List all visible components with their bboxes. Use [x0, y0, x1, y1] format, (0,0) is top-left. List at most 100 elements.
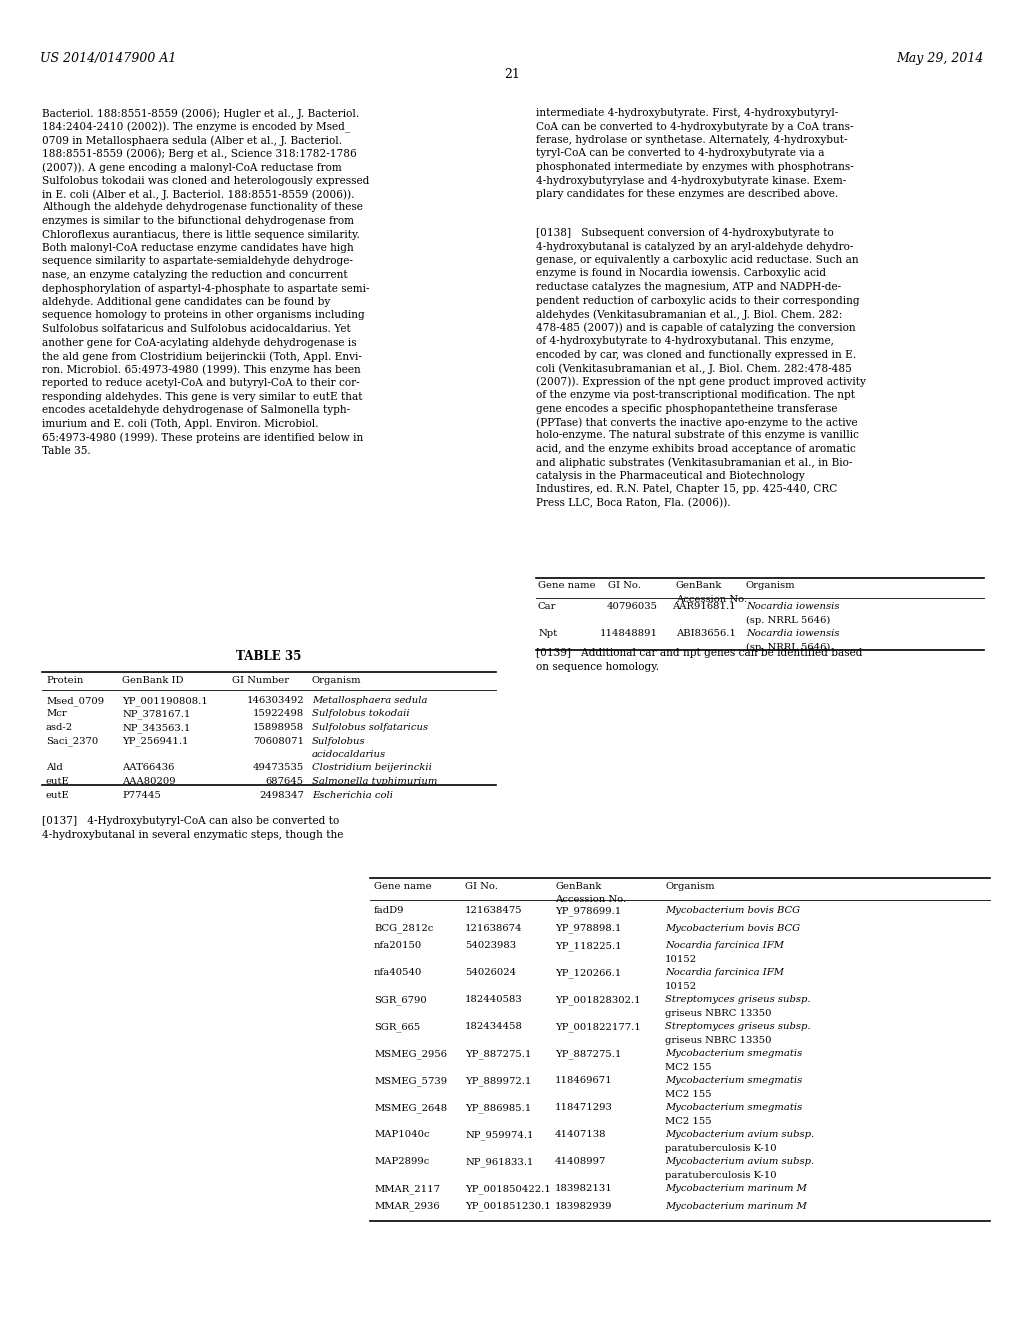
- Text: Mycobacterium marinum M: Mycobacterium marinum M: [665, 1201, 807, 1210]
- Text: 182434458: 182434458: [465, 1022, 523, 1031]
- Text: 114848891: 114848891: [600, 630, 658, 638]
- Text: [0139]   Additional car and npt genes can be identified based: [0139] Additional car and npt genes can …: [536, 648, 862, 657]
- Text: MSMEG_2648: MSMEG_2648: [374, 1104, 447, 1113]
- Text: 65:4973-4980 (1999). These proteins are identified below in: 65:4973-4980 (1999). These proteins are …: [42, 432, 364, 442]
- Text: MSMEG_5739: MSMEG_5739: [374, 1076, 447, 1086]
- Text: Table 35.: Table 35.: [42, 446, 91, 455]
- Text: Mycobacterium avium subsp.: Mycobacterium avium subsp.: [665, 1130, 814, 1139]
- Text: Streptomyces griseus subsp.: Streptomyces griseus subsp.: [665, 995, 811, 1005]
- Text: 4-hydroxybutanal in several enzymatic steps, though the: 4-hydroxybutanal in several enzymatic st…: [42, 829, 343, 840]
- Text: in E. coli (Alber et al., J. Bacteriol. 188:8551-8559 (2006)).: in E. coli (Alber et al., J. Bacteriol. …: [42, 189, 354, 199]
- Text: YP_001851230.1: YP_001851230.1: [465, 1201, 551, 1212]
- Text: MSMEG_2956: MSMEG_2956: [374, 1049, 447, 1059]
- Text: 183982939: 183982939: [555, 1201, 612, 1210]
- Text: enzyme is found in Nocardia iowensis. Carboxylic acid: enzyme is found in Nocardia iowensis. Ca…: [536, 268, 826, 279]
- Text: YP_120266.1: YP_120266.1: [555, 968, 622, 978]
- Text: eutE: eutE: [46, 777, 70, 785]
- Text: MAP1040c: MAP1040c: [374, 1130, 430, 1139]
- Text: AAA80209: AAA80209: [122, 777, 176, 785]
- Text: 478-485 (2007)) and is capable of catalyzing the conversion: 478-485 (2007)) and is capable of cataly…: [536, 322, 856, 333]
- Text: acidocaldarius: acidocaldarius: [312, 750, 386, 759]
- Text: YP_978699.1: YP_978699.1: [555, 906, 622, 916]
- Text: GenBank: GenBank: [676, 581, 722, 590]
- Text: Escherichia coli: Escherichia coli: [312, 791, 393, 800]
- Text: Salmonella typhimurium: Salmonella typhimurium: [312, 777, 437, 785]
- Text: MMAR_2117: MMAR_2117: [374, 1184, 440, 1193]
- Text: NP_378167.1: NP_378167.1: [122, 710, 190, 719]
- Text: nfa40540: nfa40540: [374, 968, 422, 977]
- Text: Press LLC, Boca Raton, Fla. (2006)).: Press LLC, Boca Raton, Fla. (2006)).: [536, 498, 731, 508]
- Text: Nocardia iowensis: Nocardia iowensis: [746, 630, 840, 638]
- Text: Msed_0709: Msed_0709: [46, 696, 104, 706]
- Text: sequence similarity to aspartate-semialdehyde dehydroge-: sequence similarity to aspartate-semiald…: [42, 256, 353, 267]
- Text: Nocardia iowensis: Nocardia iowensis: [746, 602, 840, 611]
- Text: 4-hydroxybutanal is catalyzed by an aryl-aldehyde dehydro-: 4-hydroxybutanal is catalyzed by an aryl…: [536, 242, 853, 252]
- Text: GenBank: GenBank: [555, 882, 601, 891]
- Text: YP_886985.1: YP_886985.1: [465, 1104, 531, 1113]
- Text: fadD9: fadD9: [374, 906, 404, 915]
- Text: YP_889972.1: YP_889972.1: [465, 1076, 531, 1086]
- Text: intermediate 4-hydroxybutyrate. First, 4-hydroxybutyryl-: intermediate 4-hydroxybutyrate. First, 4…: [536, 108, 839, 117]
- Text: aldehyde. Additional gene candidates can be found by: aldehyde. Additional gene candidates can…: [42, 297, 331, 308]
- Text: sequence homology to proteins in other organisms including: sequence homology to proteins in other o…: [42, 310, 365, 321]
- Text: Sulfolobus solfataricus and Sulfolobus acidocaldarius. Yet: Sulfolobus solfataricus and Sulfolobus a…: [42, 323, 351, 334]
- Text: tyryl-CoA can be converted to 4-hydroxybutyrate via a: tyryl-CoA can be converted to 4-hydroxyb…: [536, 149, 824, 158]
- Text: MAP2899c: MAP2899c: [374, 1158, 429, 1166]
- Text: Although the aldehyde dehydrogenase functionality of these: Although the aldehyde dehydrogenase func…: [42, 202, 362, 213]
- Text: encoded by car, was cloned and functionally expressed in E.: encoded by car, was cloned and functiona…: [536, 350, 856, 359]
- Text: ABI83656.1: ABI83656.1: [676, 630, 736, 638]
- Text: Both malonyl-CoA reductase enzyme candidates have high: Both malonyl-CoA reductase enzyme candid…: [42, 243, 353, 253]
- Text: catalysis in the Pharmaceutical and Biotechnology: catalysis in the Pharmaceutical and Biot…: [536, 471, 805, 480]
- Text: plary candidates for these enzymes are described above.: plary candidates for these enzymes are d…: [536, 189, 839, 199]
- Text: 70608071: 70608071: [253, 737, 304, 746]
- Text: griseus NBRC 13350: griseus NBRC 13350: [665, 1036, 771, 1044]
- Text: of the enzyme via post-transcriptional modification. The npt: of the enzyme via post-transcriptional m…: [536, 389, 855, 400]
- Text: Mycobacterium bovis BCG: Mycobacterium bovis BCG: [665, 924, 800, 932]
- Text: AAR91681.1: AAR91681.1: [673, 602, 736, 611]
- Text: 121638674: 121638674: [465, 924, 522, 932]
- Text: 0709 in Metallosphaera sedula (Alber et al., J. Bacteriol.: 0709 in Metallosphaera sedula (Alber et …: [42, 135, 342, 145]
- Text: and aliphatic substrates (Venkitasubramanian et al., in Bio-: and aliphatic substrates (Venkitasubrama…: [536, 458, 852, 469]
- Text: MC2 155: MC2 155: [665, 1089, 712, 1098]
- Text: Organism: Organism: [665, 882, 715, 891]
- Text: 121638475: 121638475: [465, 906, 522, 915]
- Text: Mycobacterium smegmatis: Mycobacterium smegmatis: [665, 1049, 802, 1059]
- Text: gene encodes a specific phosphopantetheine transferase: gene encodes a specific phosphopantethei…: [536, 404, 838, 413]
- Text: Accession No.: Accession No.: [676, 594, 748, 603]
- Text: SGR_665: SGR_665: [374, 1022, 420, 1032]
- Text: [0137]   4-Hydroxybutyryl-CoA can also be converted to: [0137] 4-Hydroxybutyryl-CoA can also be …: [42, 816, 339, 826]
- Text: ferase, hydrolase or synthetase. Alternately, 4-hydroxybut-: ferase, hydrolase or synthetase. Alterna…: [536, 135, 848, 145]
- Text: Chloroflexus aurantiacus, there is little sequence similarity.: Chloroflexus aurantiacus, there is littl…: [42, 230, 359, 239]
- Text: Saci_2370: Saci_2370: [46, 737, 98, 746]
- Text: Ald: Ald: [46, 763, 62, 772]
- Text: 184:2404-2410 (2002)). The enzyme is encoded by Msed_: 184:2404-2410 (2002)). The enzyme is enc…: [42, 121, 350, 133]
- Text: Streptomyces griseus subsp.: Streptomyces griseus subsp.: [665, 1022, 811, 1031]
- Text: YP_978898.1: YP_978898.1: [555, 924, 622, 933]
- Text: 687645: 687645: [266, 777, 304, 785]
- Text: YP_256941.1: YP_256941.1: [122, 737, 188, 746]
- Text: 10152: 10152: [665, 954, 697, 964]
- Text: enzymes is similar to the bifunctional dehydrogenase from: enzymes is similar to the bifunctional d…: [42, 216, 354, 226]
- Text: aldehydes (Venkitasubramanian et al., J. Biol. Chem. 282:: aldehydes (Venkitasubramanian et al., J.…: [536, 309, 843, 319]
- Text: of 4-hydroxybutyrate to 4-hydroxybutanal. This enzyme,: of 4-hydroxybutyrate to 4-hydroxybutanal…: [536, 337, 834, 346]
- Text: (sp. NRRL 5646): (sp. NRRL 5646): [746, 643, 830, 652]
- Text: Npt: Npt: [538, 630, 557, 638]
- Text: 41407138: 41407138: [555, 1130, 606, 1139]
- Text: 188:8551-8559 (2006); Berg et al., Science 318:1782-1786: 188:8551-8559 (2006); Berg et al., Scien…: [42, 149, 356, 160]
- Text: ron. Microbiol. 65:4973-4980 (1999). This enzyme has been: ron. Microbiol. 65:4973-4980 (1999). Thi…: [42, 364, 360, 375]
- Text: Mycobacterium smegmatis: Mycobacterium smegmatis: [665, 1076, 802, 1085]
- Text: SGR_6790: SGR_6790: [374, 995, 427, 1005]
- Text: GenBank ID: GenBank ID: [122, 676, 183, 685]
- Text: Protein: Protein: [46, 676, 83, 685]
- Text: MC2 155: MC2 155: [665, 1063, 712, 1072]
- Text: Mcr: Mcr: [46, 710, 67, 718]
- Text: GI No.: GI No.: [465, 882, 498, 891]
- Text: 118471293: 118471293: [555, 1104, 613, 1111]
- Text: on sequence homology.: on sequence homology.: [536, 661, 659, 672]
- Text: (2007)). A gene encoding a malonyl-CoA reductase from: (2007)). A gene encoding a malonyl-CoA r…: [42, 162, 342, 173]
- Text: May 29, 2014: May 29, 2014: [897, 51, 984, 65]
- Text: another gene for CoA-acylating aldehyde dehydrogenase is: another gene for CoA-acylating aldehyde …: [42, 338, 356, 347]
- Text: 15922498: 15922498: [253, 710, 304, 718]
- Text: imurium and E. coli (Toth, Appl. Environ. Microbiol.: imurium and E. coli (Toth, Appl. Environ…: [42, 418, 318, 429]
- Text: BCG_2812c: BCG_2812c: [374, 924, 433, 933]
